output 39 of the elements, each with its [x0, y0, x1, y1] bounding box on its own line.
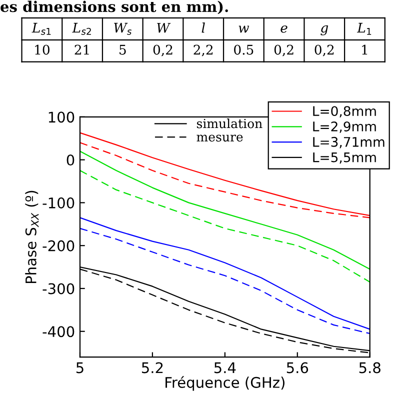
y-tick-label: -400 — [42, 326, 74, 338]
y-tick-label: 100 — [48, 112, 74, 123]
text: 0,2 — [153, 44, 172, 56]
text: 0,2 — [314, 44, 334, 56]
legend-label: L=0,8mm — [313, 106, 376, 118]
text: 21 — [74, 44, 89, 55]
legend-label: L=5,5mm — [313, 152, 376, 164]
line-series — [80, 170, 370, 283]
legend-label: L=2,9mm — [313, 121, 376, 133]
text: 0.5 — [234, 44, 254, 55]
text: 10 — [35, 44, 50, 55]
y-tick-label: -200 — [42, 240, 74, 252]
text: e — [280, 26, 288, 33]
y-tick-label: -300 — [42, 283, 74, 294]
text: g — [320, 25, 328, 36]
y-axis-title: Phase S$_{XX}$ (º) — [25, 190, 39, 284]
text: 5 — [120, 44, 126, 55]
text: 1 — [362, 44, 368, 55]
annotation: mesure — [196, 134, 243, 142]
text: 2,2 — [194, 44, 213, 56]
y-tick-label: -100 — [42, 197, 74, 208]
x-tick-label: 5.8 — [359, 362, 380, 374]
x-tick-label: 5.6 — [286, 362, 308, 374]
x-tick-label: 5.4 — [214, 362, 236, 374]
text: w — [238, 26, 250, 33]
text: L$_{s1}$ — [32, 22, 51, 35]
text: W — [157, 22, 171, 33]
text: 0,2 — [274, 44, 294, 56]
x-tick-label: 5.2 — [142, 362, 163, 374]
annotation: simulation — [196, 118, 262, 128]
x-axis-title: Fréquence (GHz) — [166, 376, 284, 391]
y-tick-label: 0 — [66, 154, 74, 166]
text: L$_{1}$ — [356, 22, 372, 35]
legend-label: L=3,71mm — [313, 136, 384, 148]
text: es dimensions sont en mm). — [0, 0, 228, 14]
text: W$_{s}$ — [114, 22, 132, 35]
text: l — [202, 22, 205, 33]
text: L$_{s2}$ — [72, 22, 91, 35]
x-tick-label: 5 — [76, 362, 84, 374]
